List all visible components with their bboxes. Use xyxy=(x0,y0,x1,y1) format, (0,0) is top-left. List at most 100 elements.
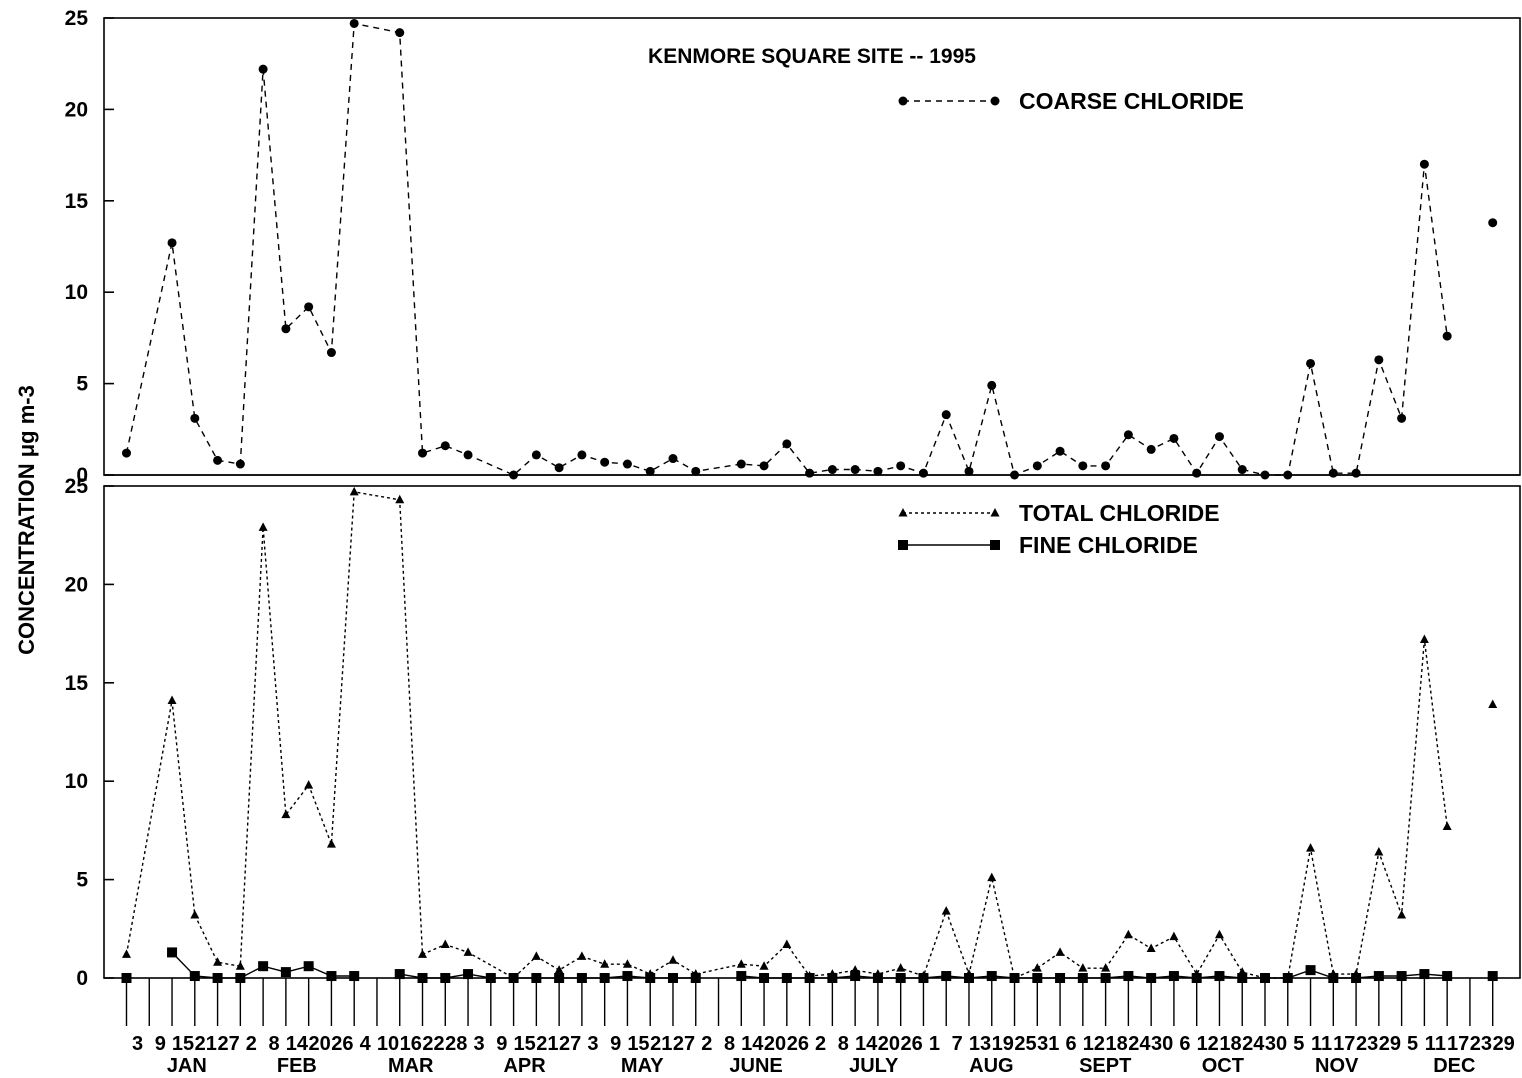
total-chloride-legend-marker xyxy=(898,508,908,517)
total-chloride-point xyxy=(577,951,587,960)
total-chloride-point xyxy=(554,965,564,974)
total-chloride-point xyxy=(349,486,359,496)
fine-chloride-legend-label: FINE CHLORIDE xyxy=(1019,532,1198,558)
x-tick-label: 26 xyxy=(901,1033,923,1055)
coarse-chloride-point xyxy=(1010,470,1020,480)
total-chloride-point xyxy=(190,910,200,919)
coarse-chloride-point xyxy=(918,468,928,478)
coarse-chloride-point xyxy=(827,465,837,475)
coarse-chloride-point xyxy=(1146,444,1156,454)
x-tick-label: 2 xyxy=(815,1033,826,1055)
coarse-chloride-point xyxy=(805,468,815,478)
top-y-tick-label: 5 xyxy=(76,373,88,396)
x-tick-label: 27 xyxy=(559,1033,581,1055)
coarse-chloride-point xyxy=(668,454,678,464)
coarse-chloride-point xyxy=(122,448,131,458)
total-chloride-point xyxy=(531,951,541,960)
x-tick-label: 21 xyxy=(536,1033,558,1055)
x-tick-label: 9 xyxy=(496,1033,507,1055)
total-chloride-point xyxy=(782,939,792,949)
coarse-chloride-point xyxy=(941,410,951,420)
month-label: APR xyxy=(503,1055,546,1077)
x-tick-label: 15 xyxy=(627,1033,649,1055)
fine-chloride-point xyxy=(1396,971,1407,982)
coarse-chloride-point xyxy=(873,466,883,476)
fine-chloride-point xyxy=(1305,965,1316,976)
total-chloride-point xyxy=(281,809,291,819)
bottom-y-tick-label: 20 xyxy=(65,573,88,596)
month-label: FEB xyxy=(277,1055,317,1077)
coarse-chloride-point xyxy=(964,466,974,476)
total-chloride-point xyxy=(395,494,405,504)
total-chloride-point xyxy=(896,963,906,972)
x-tick-label: 2 xyxy=(701,1033,712,1055)
x-tick-label: 12 xyxy=(1197,1033,1219,1055)
x-tick-label: 9 xyxy=(610,1033,621,1055)
x-tick-label: 29 xyxy=(1493,1033,1515,1055)
total-chloride-point xyxy=(1374,847,1384,856)
total-chloride-legend-marker xyxy=(990,508,1000,517)
total-chloride-point xyxy=(463,947,473,956)
total-chloride-legend-label: TOTAL CHLORIDE xyxy=(1019,500,1220,526)
fine-chloride-point xyxy=(850,971,861,982)
total-chloride-point xyxy=(1032,963,1042,972)
x-axis: 3 9 15 21 27 2 8 14 20 26 4 10 16 22 28 3 9 15 21 27 3 9 15 21 2… xyxy=(125,978,1515,1077)
coarse-chloride-point xyxy=(167,238,177,248)
x-tick-label: 2 xyxy=(246,1033,257,1055)
coarse-chloride-point xyxy=(1374,355,1384,365)
month-label: AUG xyxy=(969,1055,1013,1077)
coarse-chloride-point xyxy=(509,470,519,480)
coarse-chloride-point xyxy=(1260,470,1270,480)
total-chloride-point xyxy=(167,695,177,705)
x-tick-label: 13 xyxy=(969,1033,991,1055)
coarse-chloride-point xyxy=(1192,468,1202,478)
x-tick-label: 28 xyxy=(445,1033,467,1055)
coarse-chloride-point xyxy=(759,461,769,471)
x-tick-label: 8 xyxy=(269,1033,280,1055)
coarse-chloride-point xyxy=(1169,433,1179,443)
coarse-chloride-point xyxy=(440,441,450,451)
coarse-chloride-point xyxy=(235,459,245,469)
total-chloride-point xyxy=(440,939,450,949)
coarse-chloride-point xyxy=(1214,432,1224,442)
coarse-chloride-point xyxy=(987,380,997,390)
total-chloride-point xyxy=(122,949,131,958)
fine-chloride-point xyxy=(258,961,269,972)
x-tick-label: 10 xyxy=(377,1033,399,1055)
coarse-chloride-point xyxy=(418,448,428,458)
total-chloride-point xyxy=(600,959,610,968)
coarse-chloride-point xyxy=(281,324,291,334)
total-chloride-point xyxy=(1101,963,1111,972)
total-chloride-point xyxy=(622,959,632,968)
fine-chloride-point xyxy=(303,961,314,972)
coarse-chloride-point xyxy=(190,413,200,423)
month-label: JAN xyxy=(167,1055,207,1077)
x-tick-label: 6 xyxy=(1179,1033,1190,1055)
x-tick-label: 3 xyxy=(587,1033,598,1055)
bottom-panel: 0 5 10 15 20 25 TOTAL CHLORIDE FINE CHLORIDE xyxy=(65,475,1498,990)
coarse-chloride-point xyxy=(577,450,587,460)
fine-chloride-point xyxy=(1168,971,1179,982)
coarse-chloride-legend-marker xyxy=(898,96,908,106)
x-tick-label: 17 xyxy=(1447,1033,1469,1055)
month-label: SEPT xyxy=(1079,1055,1131,1077)
total-chloride-point xyxy=(1146,943,1156,952)
fine-chloride-legend-marker xyxy=(990,540,1000,550)
fine-chloride-point xyxy=(167,947,178,958)
total-chloride-point xyxy=(1123,929,1133,939)
coarse-chloride-point xyxy=(896,461,906,471)
x-tick-label: 26 xyxy=(787,1033,809,1055)
month-label: MAY xyxy=(621,1055,664,1077)
x-tick-label: 7 xyxy=(952,1033,963,1055)
coarse-chloride-point xyxy=(1306,358,1316,368)
x-tick-label: 14 xyxy=(741,1033,764,1055)
x-tick-label: 22 xyxy=(422,1033,444,1055)
x-tick-label: 23 xyxy=(1470,1033,1492,1055)
coarse-chloride-point xyxy=(1328,468,1338,478)
x-tick-label: 8 xyxy=(838,1033,849,1055)
coarse-chloride-point xyxy=(600,457,610,467)
coarse-chloride-point xyxy=(1351,468,1361,478)
fine-chloride-point xyxy=(1419,969,1430,980)
coarse-chloride-point xyxy=(213,455,223,465)
